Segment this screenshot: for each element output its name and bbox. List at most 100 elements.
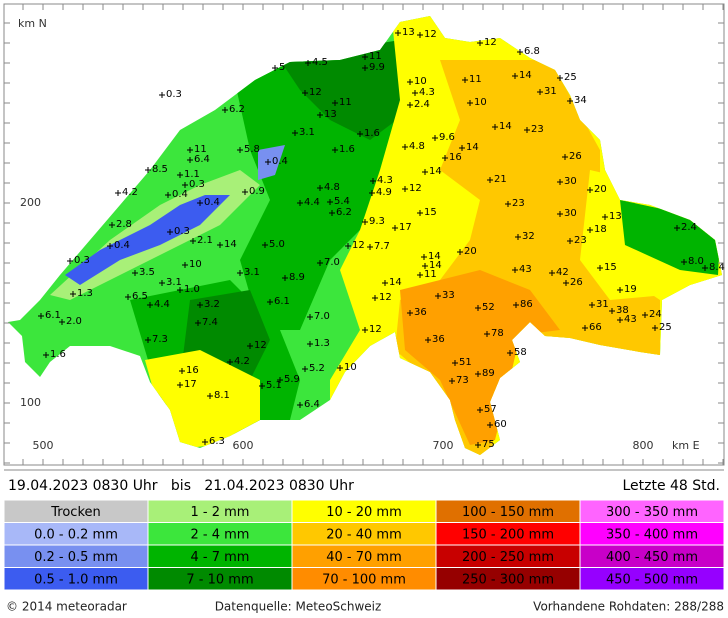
station-marker (43, 352, 49, 358)
station-value: 36 (432, 334, 445, 345)
station-value: 5.9 (284, 374, 300, 385)
station-value: 25 (564, 72, 577, 83)
station-marker (197, 302, 203, 308)
raw-data: Vorhandene Rohdaten: 288/288 (533, 600, 724, 614)
station-marker (422, 169, 428, 175)
station-value: 7.4 (202, 317, 218, 328)
station-marker (492, 124, 498, 130)
station-marker (602, 214, 608, 220)
station-value: 17 (184, 379, 197, 390)
station-value: 0.4 (172, 189, 188, 200)
station-value: 9.6 (439, 132, 455, 143)
station-marker (147, 302, 153, 308)
station-marker (167, 229, 173, 235)
station-value: 51 (459, 357, 472, 368)
station-marker (421, 254, 427, 260)
station-marker (145, 167, 151, 173)
station-marker (484, 331, 490, 337)
station-marker (524, 127, 530, 133)
station-marker (487, 422, 493, 428)
station-marker (505, 201, 511, 207)
station-marker (512, 267, 518, 273)
field-0-2-0-5 (258, 145, 285, 180)
station-value: 10 (189, 259, 202, 270)
x-tick-label: 800 (633, 439, 654, 452)
station-marker (357, 131, 363, 137)
station-marker (237, 147, 243, 153)
station-marker (115, 190, 121, 196)
station-marker (277, 377, 283, 383)
station-value: 2.0 (66, 316, 82, 327)
station-value: 7.3 (152, 334, 168, 345)
station-value: 8.4 (709, 262, 725, 273)
station-marker (515, 234, 521, 240)
station-marker (317, 260, 323, 266)
station-marker (567, 238, 573, 244)
station-marker (187, 147, 193, 153)
station-value: 2.4 (681, 222, 697, 233)
station-value: 6.8 (524, 46, 540, 57)
station-value: 26 (570, 277, 583, 288)
station-value: 20 (464, 246, 477, 257)
station-value: 5 (279, 62, 285, 73)
station-marker (567, 98, 573, 104)
station-value: 24 (649, 309, 662, 320)
station-value: 14 (466, 142, 479, 153)
station-value: 21 (494, 174, 507, 185)
station-value: 6.4 (194, 154, 210, 165)
station-value: 43 (519, 264, 532, 275)
station-marker (262, 242, 268, 248)
station-marker (177, 287, 183, 293)
station-marker (587, 187, 593, 193)
legend-label: Trocken (50, 505, 101, 520)
station-marker (38, 313, 44, 319)
station-marker (125, 294, 131, 300)
station-marker (475, 305, 481, 311)
station-marker (202, 439, 208, 445)
station-value: 25 (659, 322, 672, 333)
station-marker (367, 244, 373, 250)
station-value: 1.6 (364, 128, 380, 139)
station-value: 0.3 (74, 255, 90, 266)
station-marker (297, 200, 303, 206)
legend-label: 0.0 - 0.2 mm (34, 527, 118, 542)
station-value: 52 (482, 302, 495, 313)
station-value: 14 (224, 239, 237, 250)
station-value: 12 (424, 29, 437, 40)
station-marker (435, 293, 441, 299)
station-marker (582, 325, 588, 331)
station-value: 1.3 (314, 338, 330, 349)
station-value: 78 (491, 328, 504, 339)
station-value: 15 (604, 262, 617, 273)
station-value: 4.3 (377, 175, 393, 186)
station-marker (513, 302, 519, 308)
station-marker (702, 265, 708, 271)
station-value: 30 (564, 176, 577, 187)
station-value: 0.4 (272, 156, 288, 167)
station-marker (362, 327, 368, 333)
station-marker (412, 90, 418, 96)
station-value: 11 (194, 144, 207, 155)
station-marker (307, 314, 313, 320)
station-value: 12 (369, 324, 382, 335)
station-value: 6.2 (336, 207, 352, 218)
legend-label: 1 - 2 mm (191, 505, 250, 520)
station-value: 13 (402, 27, 415, 38)
station-value: 11 (424, 269, 437, 280)
station-value: 12 (379, 292, 392, 303)
field-40-70 (400, 270, 560, 445)
station-value: 14 (429, 166, 442, 177)
legend: Trocken 0.0 - 0.2 mm 0.2 - 0.5 mm 0.5 - 1.0… (3, 499, 725, 591)
station-marker (109, 222, 115, 228)
station-marker (587, 227, 593, 233)
station-value: 75 (482, 439, 495, 450)
y-tick-label: 100 (20, 396, 41, 409)
station-value: 23 (512, 198, 525, 209)
station-value: 14 (519, 70, 532, 81)
station-marker (449, 378, 455, 384)
station-marker (557, 75, 563, 81)
station-marker (282, 275, 288, 281)
station-value: 11 (339, 97, 352, 108)
